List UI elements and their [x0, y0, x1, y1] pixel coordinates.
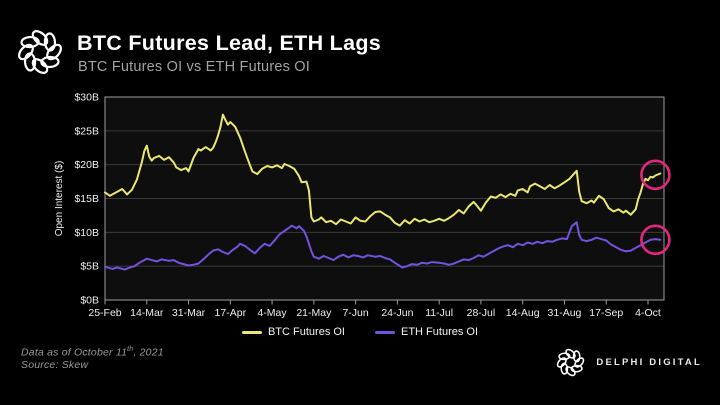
x-tick-label: 31-Aug [548, 307, 582, 319]
footnote: Data as of October 11th, 2021 Source: Sk… [21, 344, 164, 372]
x-tick-label: 17-Sep [589, 307, 623, 319]
x-tick-label: 17-Apr [215, 307, 247, 319]
legend-item-btc: BTC Futures OI [241, 326, 345, 338]
series-line-btc [104, 113, 662, 227]
x-tick-label: 24-Jun [381, 307, 413, 319]
x-tick-label: 28-Jul [467, 307, 496, 319]
x-tick-label: 25-Feb [88, 307, 121, 319]
chart-legend: BTC Futures OI ETH Futures OI [0, 326, 720, 338]
x-tick-label: 14-Mar [130, 307, 164, 319]
axis-border [104, 96, 665, 301]
brand-footer: DELPHI DIGITAL [555, 347, 702, 378]
delphi-digital-logo-small [557, 348, 585, 377]
y-tick-label: $15B [74, 193, 99, 205]
x-tick-label: 11-Jul [425, 307, 453, 319]
page-title: BTC Futures Lead, ETH Lags [77, 31, 382, 55]
legend-label: BTC Futures OI [267, 326, 345, 338]
y-tick-label: $20B [74, 159, 99, 171]
x-tick-label: 4-Oct [635, 307, 661, 319]
legend-swatch [375, 330, 395, 334]
series-line-eth [104, 221, 662, 271]
y-tick-label: $30B [74, 92, 99, 104]
x-tick-label: 14-Aug [506, 307, 540, 319]
y-axis-title: Open Interest ($) [54, 161, 65, 237]
page-subtitle: BTC Futures OI vs ETH Futures OI [78, 59, 310, 75]
source-note: Source: Skew [21, 359, 89, 371]
brand-name: DELPHI DIGITAL [596, 357, 702, 368]
y-tick-label: $10B [74, 227, 99, 239]
data-as-of-note: Data as of October 11th, 2021 [21, 346, 164, 359]
legend-label: ETH Futures OI [401, 326, 479, 338]
legend-item-eth: ETH Futures OI [375, 326, 478, 338]
eth-endpoint-highlight [640, 224, 671, 256]
delphi-digital-logo [18, 30, 62, 74]
x-tick-label: 31-Mar [172, 307, 206, 319]
y-tick-label: $5B [80, 261, 99, 273]
y-tick-label: $0B [80, 295, 99, 307]
x-tick-label: 21-May [296, 307, 332, 319]
x-tick-label: 7-Jun [342, 307, 368, 319]
btc-endpoint-highlight [640, 159, 671, 191]
y-tick-label: $25B [74, 125, 99, 137]
x-tick-label: 4-May [257, 307, 287, 319]
legend-swatch [241, 330, 262, 334]
